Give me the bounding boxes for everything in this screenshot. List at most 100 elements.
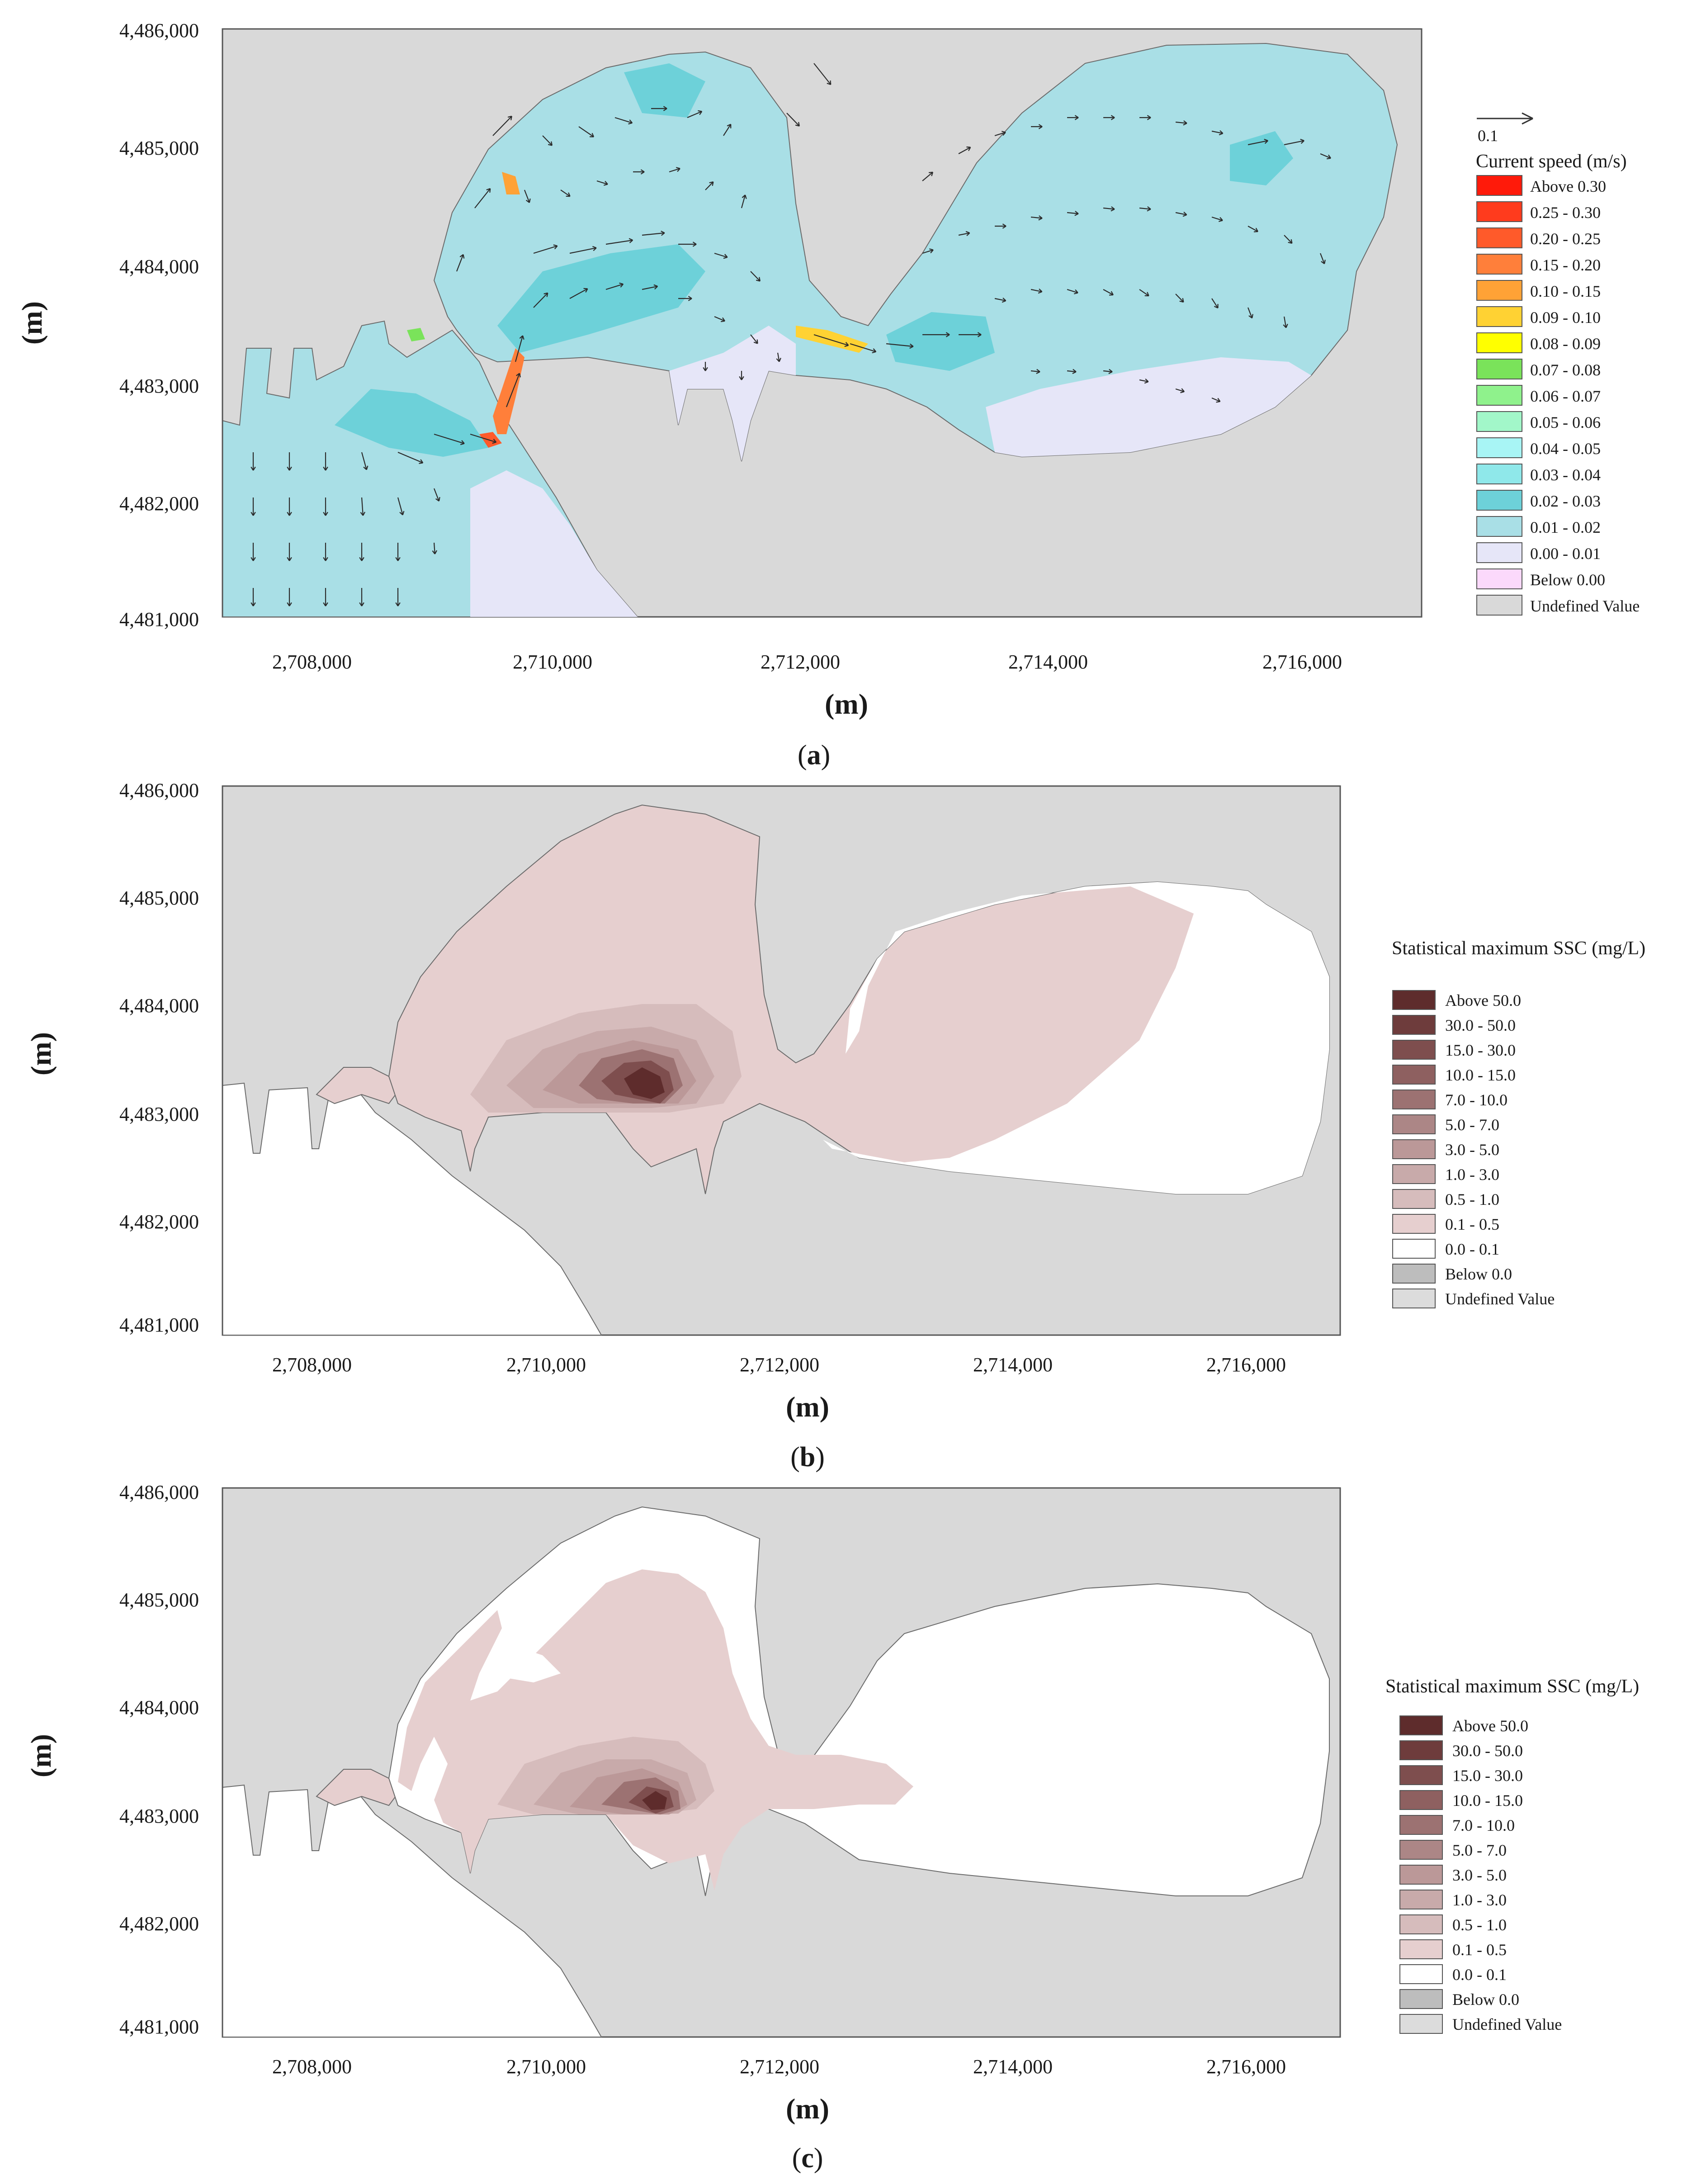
vector-arrow-shaft [1320, 153, 1331, 159]
mid-low-zone [669, 326, 796, 461]
legend-swatch [1399, 1840, 1443, 1860]
vector-arrow-head [1288, 239, 1293, 244]
vector-arrow-shaft [1067, 289, 1078, 294]
vector-arrow-shaft [1139, 289, 1149, 297]
vector-arrow-shaft [524, 190, 530, 203]
legend-swatch [1392, 1065, 1436, 1085]
legend-label: 0.04 - 0.05 [1530, 440, 1601, 458]
legend-label: 1.0 - 3.0 [1452, 1891, 1507, 1909]
legend-label: 0.20 - 0.25 [1530, 230, 1601, 248]
y-tick-label: 4,485,000 [119, 1589, 199, 1611]
vector-arrow-shaft [1319, 253, 1325, 264]
panel-letter-c: c [801, 2143, 814, 2174]
y-tick-labels-b: 4,486,000 4,485,000 4,484,000 4,483,000 … [119, 779, 199, 1336]
jet-core-a [493, 348, 525, 434]
fast-zone-1 [497, 244, 705, 353]
x-tick-label: 2,710,000 [506, 2056, 586, 2078]
legend-swatch [1399, 1939, 1443, 1959]
vector-arrow-head [753, 339, 758, 344]
y-tick-label: 4,486,000 [119, 779, 199, 801]
vector-arrow-head [1216, 398, 1221, 403]
vector-arrow-shaft [958, 147, 971, 154]
vector-arrow-head [795, 122, 800, 127]
vector-arrow-shaft [1103, 370, 1113, 373]
x-tick-label: 2,716,000 [1262, 651, 1342, 673]
vector-arrow-head [435, 497, 440, 502]
vector-arrow-head [250, 512, 256, 516]
vector-arrow-shaft [922, 171, 933, 181]
legend-label: 15.0 - 30.0 [1452, 1767, 1523, 1785]
vector-arrow-shaft [456, 254, 464, 272]
vector-arrow-head [507, 115, 512, 120]
vector-arrow-shaft [1211, 130, 1223, 134]
vector-arrow-shaft [642, 285, 658, 290]
vector-arrow-head [1182, 211, 1187, 217]
legend-label: 0.02 - 0.03 [1530, 492, 1601, 510]
vector-arrow-head [553, 244, 558, 250]
legend-swatch [1476, 227, 1522, 248]
vector-arrow-shaft [1030, 370, 1040, 373]
vector-arrow-shaft [361, 452, 367, 470]
legend-label: 10.0 - 15.0 [1445, 1066, 1516, 1084]
legend-label: 0.25 - 0.30 [1530, 204, 1601, 222]
vector-arrow-head [1180, 388, 1185, 393]
vector-arrow-head [1109, 291, 1114, 296]
legend-swatch [1392, 990, 1436, 1010]
legend-swatch [1476, 595, 1522, 616]
vector-arrow-shaft [994, 298, 1006, 302]
panel-a: 4,486,000 4,485,000 4,484,000 4,483,000 … [16, 19, 1640, 771]
legend-swatch [1392, 1189, 1436, 1209]
vector-arrow-head [592, 246, 597, 251]
panel-caption-c: (c) [792, 2143, 823, 2174]
vector-arrow-shaft [1175, 388, 1185, 392]
vector-arrow-shaft [361, 497, 364, 516]
legend-label: Below 0.0 [1445, 1265, 1512, 1283]
vector-arrow-head [1001, 131, 1006, 136]
vector-arrow-shaft [714, 252, 728, 258]
vector-arrow-head [460, 440, 465, 445]
vector-arrow-head [688, 296, 692, 301]
jet-core-b [796, 326, 868, 353]
vector-arrow-head [1147, 115, 1151, 120]
vector-arrow-shaft [958, 232, 970, 236]
vector-arrow-head [250, 557, 256, 561]
vector-arrow-shaft [1248, 140, 1268, 146]
vector-arrow-shaft [994, 132, 1006, 137]
legend-swatch [1399, 1765, 1443, 1785]
vector-arrow-head [1002, 297, 1007, 303]
vector-arrow-head [1038, 288, 1043, 294]
x-tick-label: 2,708,000 [272, 2056, 352, 2078]
vector-arrow-head [323, 557, 328, 561]
vector-arrow-shaft [433, 488, 440, 502]
vector-arrow-head [653, 284, 658, 290]
y-tick-label: 4,484,000 [119, 995, 199, 1017]
x-tick-label: 2,710,000 [513, 651, 592, 673]
y-tick-label: 4,485,000 [119, 137, 199, 159]
vector-arrow-shaft [474, 188, 491, 208]
x-tick-label: 2,708,000 [272, 651, 352, 673]
vector-arrow-shaft [642, 232, 665, 236]
vector-arrow-head [1111, 115, 1115, 120]
legend-items-a: Above 0.30 0.25 - 0.30 0.20 - 0.25 0.15 - 0… [1476, 175, 1640, 616]
south-coast-water-c [222, 1784, 602, 2037]
vector-arrow-head [363, 465, 369, 470]
vector-arrow-shaft [1211, 397, 1220, 402]
vector-arrow-head [776, 357, 781, 362]
vector-arrow-shaft [1175, 294, 1184, 303]
x-axis-title-b: (m) [786, 1391, 829, 1423]
vector-arrow-shaft [1030, 216, 1042, 219]
vector-arrow-head [603, 180, 608, 186]
vector-arrow-head [1300, 138, 1304, 144]
vector-arrow-head [323, 512, 328, 516]
vector-arrow-shaft [397, 451, 423, 464]
legend-label: 0.00 - 0.01 [1530, 545, 1601, 563]
vector-arrow-shaft [669, 168, 681, 173]
vector-scale-arrowhead [1522, 112, 1533, 125]
vector-arrow-head [395, 602, 401, 606]
vector-arrow-head [287, 512, 292, 516]
vector-arrow-head [1214, 304, 1219, 309]
x-tick-label: 2,712,000 [740, 1354, 819, 1376]
vector-arrow-shaft [492, 116, 512, 136]
legend-a: 0.1 Current speed (m/s) Above 0.30 0.25 -… [1476, 112, 1640, 616]
vector-arrow-head [945, 332, 950, 337]
